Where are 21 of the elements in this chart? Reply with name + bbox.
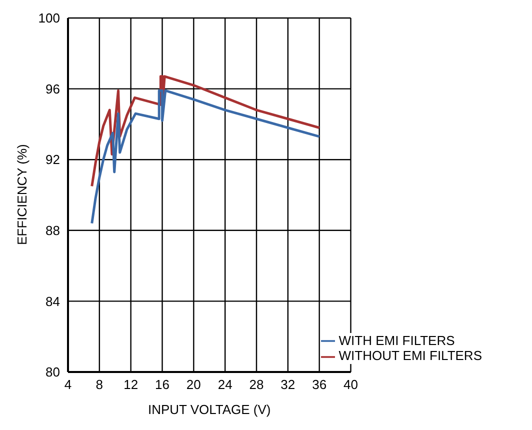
y-tick-label: 92 xyxy=(46,152,60,168)
x-tick-label: 4 xyxy=(64,377,72,392)
x-tick-label: 12 xyxy=(124,377,138,392)
x-tick-label: 16 xyxy=(155,377,170,392)
y-tick-label: 80 xyxy=(46,364,60,380)
y-tick-label: 96 xyxy=(46,81,60,96)
y-axis-title: EFFICIENCY (%) xyxy=(14,144,30,245)
y-tick-label: 84 xyxy=(46,294,60,309)
x-tick-label: 36 xyxy=(312,377,327,392)
legend-label: WITHOUT EMI FILTERS xyxy=(338,348,482,364)
x-axis-title: INPUT VOLTAGE (V) xyxy=(148,402,271,417)
legend-label: WITH EMI FILTERS xyxy=(338,332,455,348)
x-tick-label: 8 xyxy=(96,377,104,392)
x-tick-label: 32 xyxy=(280,377,296,392)
x-tick-label: 20 xyxy=(186,377,201,392)
x-tick-label: 40 xyxy=(344,377,358,392)
y-tick-label: 88 xyxy=(46,223,60,238)
line-series xyxy=(90,89,321,225)
y-tick-label: 100 xyxy=(38,10,60,26)
x-tick-label: 28 xyxy=(249,377,264,392)
x-tick-label: 24 xyxy=(218,377,232,392)
